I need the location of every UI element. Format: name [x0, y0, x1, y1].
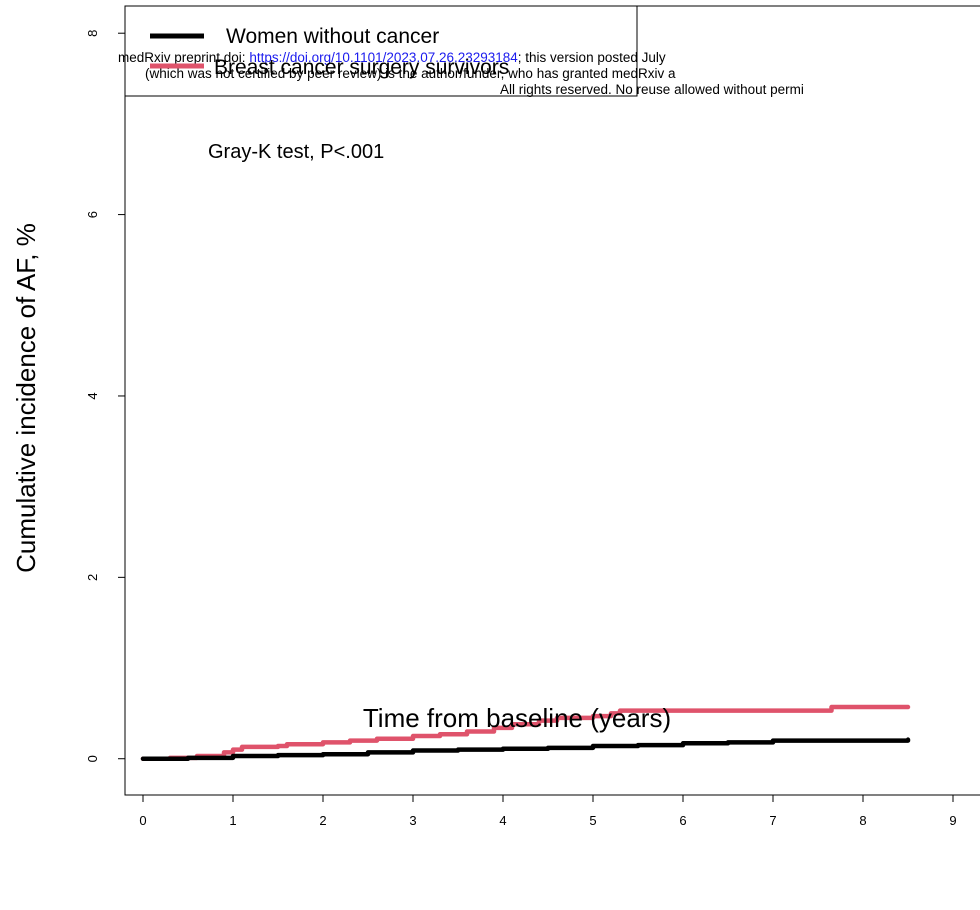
y-tick-label: 4 — [85, 392, 100, 399]
x-tick-label: 1 — [229, 813, 236, 828]
x-tick-label: 7 — [769, 813, 776, 828]
x-tick-label: 8 — [859, 813, 866, 828]
watermark-line-1: medRxiv preprint doi: https://doi.org/10… — [118, 50, 666, 65]
watermark-line-2: (which was not certified by peer review)… — [145, 66, 676, 81]
gray-k-annotation: Gray-K test, P<.001 — [208, 141, 384, 163]
y-tick-label: 6 — [85, 211, 100, 218]
series-line-breast-cancer-survivors — [140, 704, 911, 761]
y-tick-label: 2 — [85, 574, 100, 581]
legend-box — [124, 5, 638, 97]
watermark-doi-link[interactable]: https://doi.org/10.1101/2023.07.26.23293… — [249, 50, 518, 65]
watermark-line-3: All rights reserved. No reuse allowed wi… — [500, 82, 804, 97]
x-tick-label: 9 — [949, 813, 956, 828]
legend-label-women-without-cancer: Women without cancer — [226, 25, 439, 48]
plot-frame — [124, 5, 980, 796]
series-line-women-without-cancer — [140, 737, 911, 761]
y-tick-label: 0 — [85, 755, 100, 762]
legend-label-breast-cancer-survivors: Breast cancer surgery survivors — [214, 56, 509, 79]
x-axis-title: Time from baseline (years) — [363, 703, 671, 733]
x-tick-label: 6 — [679, 813, 686, 828]
legend: Women without cancer Breast cancer surge… — [124, 5, 638, 97]
series-layer — [140, 704, 911, 761]
y-tick-label: 8 — [85, 30, 100, 37]
x-tick-label: 2 — [319, 813, 326, 828]
x-tick-label: 0 — [139, 813, 146, 828]
x-tick-label: 3 — [409, 813, 416, 828]
y-axis-title: Cumulative incidence of AF, % — [11, 223, 41, 573]
x-tick-label: 4 — [499, 813, 506, 828]
x-tick-label: 5 — [589, 813, 596, 828]
